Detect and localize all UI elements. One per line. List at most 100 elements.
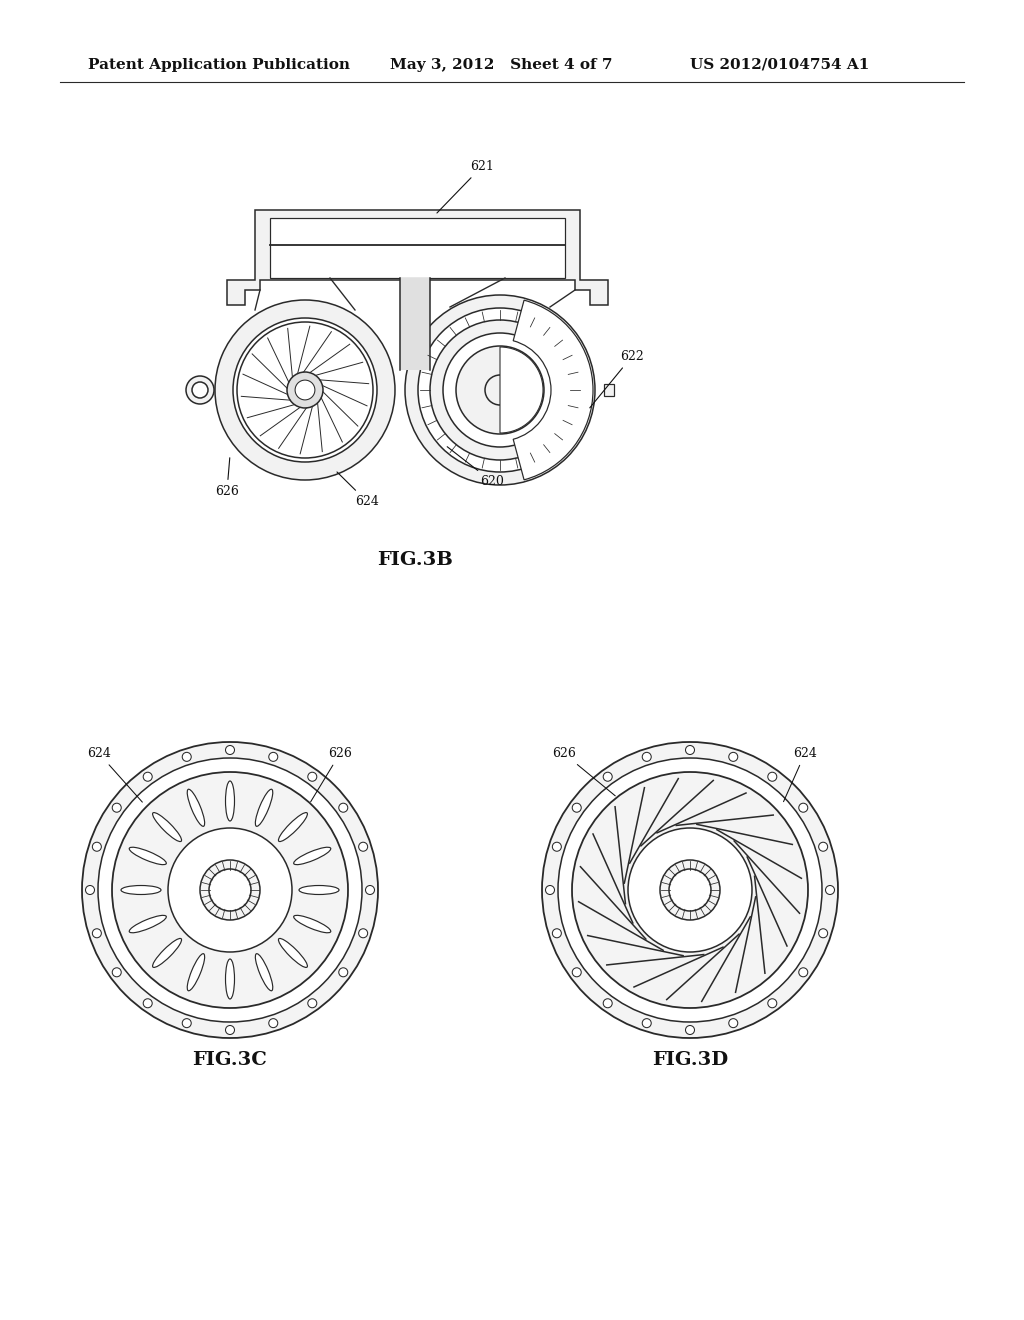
- Circle shape: [143, 772, 153, 781]
- Wedge shape: [500, 347, 543, 433]
- Circle shape: [82, 742, 378, 1038]
- Ellipse shape: [153, 813, 181, 842]
- Ellipse shape: [129, 847, 166, 865]
- Ellipse shape: [279, 939, 307, 968]
- Text: 624: 624: [337, 473, 379, 508]
- Circle shape: [182, 1019, 191, 1028]
- Text: Patent Application Publication: Patent Application Publication: [88, 58, 350, 73]
- Circle shape: [572, 968, 582, 977]
- Ellipse shape: [255, 789, 272, 826]
- Circle shape: [308, 999, 316, 1007]
- Circle shape: [685, 746, 694, 755]
- Ellipse shape: [153, 939, 181, 968]
- Text: 626: 626: [215, 458, 239, 498]
- Circle shape: [542, 742, 838, 1038]
- Circle shape: [603, 999, 612, 1007]
- Text: FIG.3B: FIG.3B: [377, 550, 453, 569]
- Bar: [604, 384, 614, 396]
- Text: 620: 620: [447, 446, 504, 488]
- Circle shape: [113, 968, 121, 977]
- Circle shape: [209, 869, 251, 911]
- Circle shape: [603, 772, 612, 781]
- Circle shape: [642, 1019, 651, 1028]
- Polygon shape: [227, 210, 608, 305]
- Circle shape: [308, 772, 316, 781]
- Circle shape: [268, 752, 278, 762]
- Circle shape: [572, 772, 808, 1008]
- Circle shape: [182, 752, 191, 762]
- Circle shape: [729, 752, 737, 762]
- Ellipse shape: [255, 953, 272, 991]
- Circle shape: [113, 803, 121, 812]
- Text: 626: 626: [552, 747, 615, 796]
- Ellipse shape: [121, 886, 161, 895]
- Circle shape: [443, 333, 557, 447]
- Circle shape: [193, 381, 208, 399]
- Ellipse shape: [187, 953, 205, 991]
- Circle shape: [225, 1026, 234, 1035]
- Circle shape: [729, 1019, 737, 1028]
- Bar: [400, 279, 430, 370]
- Ellipse shape: [299, 886, 339, 895]
- Circle shape: [818, 842, 827, 851]
- Ellipse shape: [279, 813, 307, 842]
- Circle shape: [268, 1019, 278, 1028]
- Circle shape: [143, 999, 153, 1007]
- Text: FIG.3C: FIG.3C: [193, 1051, 267, 1069]
- Text: 624: 624: [783, 747, 817, 801]
- Circle shape: [430, 319, 570, 459]
- Circle shape: [295, 380, 315, 400]
- Circle shape: [572, 803, 582, 812]
- Circle shape: [339, 803, 348, 812]
- Ellipse shape: [294, 915, 331, 933]
- Wedge shape: [513, 300, 593, 480]
- Circle shape: [552, 842, 561, 851]
- Text: 621: 621: [437, 160, 494, 213]
- Circle shape: [799, 803, 808, 812]
- Circle shape: [98, 758, 362, 1022]
- Circle shape: [112, 772, 348, 1008]
- Circle shape: [552, 929, 561, 937]
- Circle shape: [558, 758, 822, 1022]
- Circle shape: [418, 308, 582, 473]
- Ellipse shape: [225, 781, 234, 821]
- Circle shape: [237, 322, 373, 458]
- Text: 624: 624: [87, 747, 142, 803]
- Circle shape: [358, 842, 368, 851]
- Circle shape: [768, 772, 777, 781]
- Circle shape: [818, 929, 827, 937]
- Circle shape: [768, 999, 777, 1007]
- Circle shape: [546, 886, 555, 895]
- Circle shape: [366, 886, 375, 895]
- Circle shape: [406, 294, 595, 484]
- Circle shape: [799, 968, 808, 977]
- Circle shape: [485, 375, 515, 405]
- Circle shape: [685, 1026, 694, 1035]
- Ellipse shape: [187, 789, 205, 826]
- Circle shape: [456, 346, 544, 434]
- Text: 622: 622: [590, 350, 644, 408]
- Circle shape: [339, 968, 348, 977]
- Circle shape: [225, 746, 234, 755]
- Text: 626: 626: [310, 747, 352, 801]
- Ellipse shape: [129, 915, 166, 933]
- Circle shape: [825, 886, 835, 895]
- Ellipse shape: [225, 960, 234, 999]
- Text: FIG.3D: FIG.3D: [652, 1051, 728, 1069]
- Circle shape: [186, 376, 214, 404]
- Circle shape: [660, 861, 720, 920]
- Ellipse shape: [294, 847, 331, 865]
- Circle shape: [358, 929, 368, 937]
- Circle shape: [669, 869, 711, 911]
- Circle shape: [168, 828, 292, 952]
- Text: May 3, 2012   Sheet 4 of 7: May 3, 2012 Sheet 4 of 7: [390, 58, 612, 73]
- Circle shape: [287, 372, 323, 408]
- Circle shape: [92, 929, 101, 937]
- Circle shape: [628, 828, 752, 952]
- Circle shape: [200, 861, 260, 920]
- Circle shape: [85, 886, 94, 895]
- Text: US 2012/0104754 A1: US 2012/0104754 A1: [690, 58, 869, 73]
- Circle shape: [92, 842, 101, 851]
- Circle shape: [642, 752, 651, 762]
- Wedge shape: [215, 300, 395, 480]
